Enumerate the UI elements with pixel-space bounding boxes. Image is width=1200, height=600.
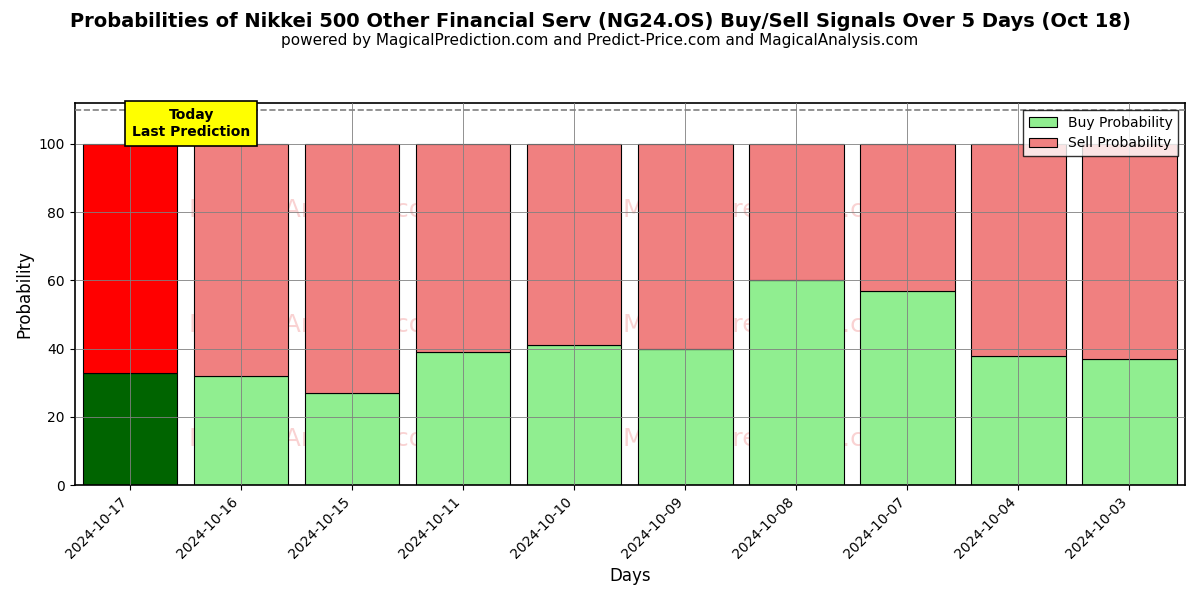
Bar xyxy=(860,144,955,290)
Legend: Buy Probability, Sell Probability: Buy Probability, Sell Probability xyxy=(1024,110,1178,156)
Text: Probabilities of Nikkei 500 Other Financial Serv (NG24.OS) Buy/Sell Signals Over: Probabilities of Nikkei 500 Other Financ… xyxy=(70,12,1130,31)
Text: MagicalPrediction.com: MagicalPrediction.com xyxy=(623,313,904,337)
Text: MagicalPrediction.com: MagicalPrediction.com xyxy=(623,427,904,451)
Bar xyxy=(527,144,622,345)
Bar xyxy=(1082,359,1177,485)
Bar xyxy=(194,376,288,485)
Text: MagicalAnalysis.com: MagicalAnalysis.com xyxy=(188,198,449,222)
Bar xyxy=(305,144,400,393)
Bar xyxy=(527,345,622,485)
Bar xyxy=(305,393,400,485)
Bar xyxy=(749,144,844,280)
Text: powered by MagicalPrediction.com and Predict-Price.com and MagicalAnalysis.com: powered by MagicalPrediction.com and Pre… xyxy=(281,33,919,48)
Bar xyxy=(1082,144,1177,359)
Bar xyxy=(971,144,1066,356)
Bar xyxy=(416,352,510,485)
Bar xyxy=(971,356,1066,485)
Bar xyxy=(638,144,732,349)
Text: Today
Last Prediction: Today Last Prediction xyxy=(132,109,251,139)
Text: MagicalPrediction.com: MagicalPrediction.com xyxy=(623,198,904,222)
Bar xyxy=(860,290,955,485)
Text: MagicalAnalysis.com: MagicalAnalysis.com xyxy=(188,427,449,451)
Bar xyxy=(83,373,178,485)
Bar xyxy=(416,144,510,352)
Bar xyxy=(83,144,178,373)
Bar xyxy=(638,349,732,485)
Y-axis label: Probability: Probability xyxy=(16,250,34,338)
X-axis label: Days: Days xyxy=(610,567,650,585)
Bar xyxy=(749,280,844,485)
Text: MagicalAnalysis.com: MagicalAnalysis.com xyxy=(188,313,449,337)
Bar xyxy=(194,144,288,376)
